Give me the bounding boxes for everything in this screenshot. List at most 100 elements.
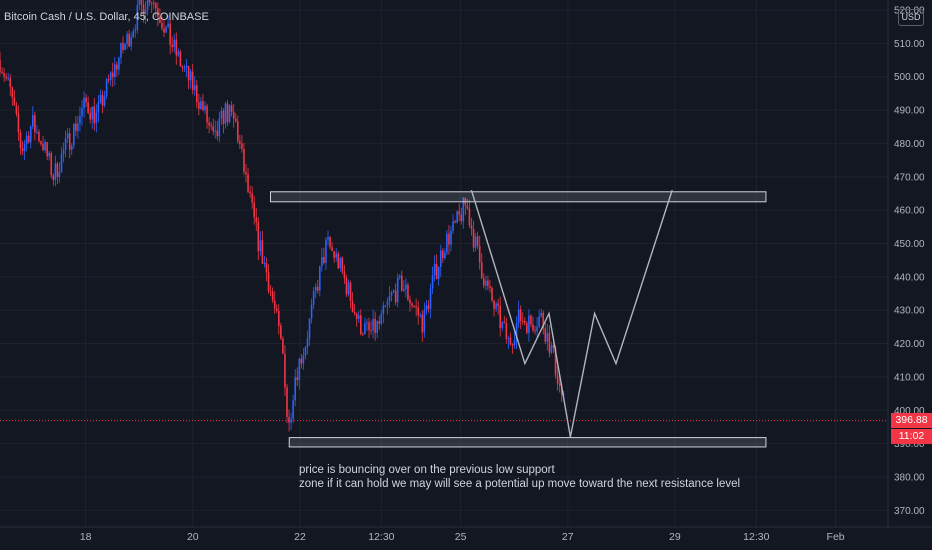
candle-body [401, 275, 403, 291]
candle-body [380, 313, 383, 324]
candle-body [294, 377, 296, 401]
candle-body [259, 240, 262, 252]
x-tick-label: 20 [187, 531, 199, 543]
candle-body [517, 309, 520, 324]
candle-body [558, 383, 561, 386]
candle-body [107, 79, 110, 81]
candle-body [114, 64, 116, 78]
candle-body [495, 303, 497, 309]
candle-body [245, 171, 247, 175]
candle-body [0, 60, 1, 72]
candle-body [81, 108, 83, 117]
candle-body [419, 314, 422, 316]
candle-body [214, 130, 217, 132]
candle-body [366, 322, 368, 324]
candle-body [32, 115, 34, 127]
candle-body [499, 305, 501, 329]
candle-body [66, 133, 69, 139]
y-tick-label: 470.00 [894, 172, 925, 183]
candle-body [218, 118, 221, 137]
candle-body [7, 78, 9, 80]
candle-body [302, 355, 305, 364]
candle-body [316, 286, 319, 291]
candle-body [300, 358, 303, 364]
price-axis: 370.00 380.00 390.00 400.00 410.00 420.00 430.… [887, 0, 932, 550]
candle-body [480, 262, 483, 279]
candle-body [68, 133, 71, 150]
candle-body [548, 333, 551, 353]
candle-body [478, 245, 481, 263]
y-tick-label: 380.00 [894, 472, 925, 483]
candle-body [513, 340, 516, 346]
candle-body [241, 143, 243, 149]
candle-body [226, 103, 229, 122]
candle-body [519, 309, 522, 321]
candle-body [9, 78, 12, 88]
y-tick-label: 520.00 [894, 6, 925, 17]
candle-body [292, 400, 294, 420]
candle-body [109, 72, 112, 81]
candle-body [325, 239, 327, 263]
candle-body [503, 322, 506, 324]
candle-body [450, 230, 452, 245]
candle-body [191, 71, 194, 91]
candle-body [349, 282, 352, 302]
candle-body [171, 44, 173, 48]
candle-body [538, 316, 540, 327]
candle-body [5, 76, 7, 79]
y-tick-label: 370.00 [894, 506, 925, 517]
candle-body [306, 338, 309, 348]
candle-body [91, 106, 94, 120]
candle-body [118, 57, 120, 70]
zone-rectangle [269, 191, 767, 203]
candle-body [267, 272, 270, 292]
candle-body [58, 171, 61, 178]
candle-body [220, 110, 223, 119]
candle-body [462, 197, 465, 222]
candle-body [251, 193, 253, 203]
candle-body [319, 266, 321, 291]
candle-body [167, 23, 169, 27]
currency-badge[interactable]: USD [898, 9, 924, 26]
candle-body [15, 105, 18, 114]
y-tick-label: 390.00 [894, 439, 925, 450]
zone-rectangles [269, 191, 767, 448]
candle-body [97, 102, 100, 113]
candle-body [487, 280, 489, 287]
candle-body [155, 3, 157, 9]
chart-annotation: price is bouncing over on the previous l… [299, 463, 740, 491]
candle-body [390, 291, 393, 296]
candle-body [345, 277, 348, 295]
candle-body [458, 211, 460, 215]
candle-body [556, 375, 559, 384]
candle-body [550, 345, 553, 353]
candle-body [347, 282, 350, 295]
candle-body [384, 305, 387, 307]
candle-body [552, 345, 555, 349]
candle-body [353, 312, 356, 314]
candle-body [536, 326, 538, 332]
candle-body [491, 288, 493, 301]
candle-body [3, 73, 5, 77]
candle-body [429, 288, 432, 309]
candle-body [343, 271, 346, 278]
candle-body [327, 236, 329, 240]
y-tick-label: 440.00 [894, 272, 925, 283]
candle-body [83, 97, 85, 109]
candle-body [116, 64, 118, 70]
candle-body [437, 266, 440, 279]
candle-body [234, 118, 237, 122]
candle-body [444, 252, 446, 259]
candle-body [530, 315, 532, 325]
candle-body [157, 8, 159, 17]
candle-body [296, 377, 299, 381]
x-tick-label: 22 [294, 531, 306, 543]
candle-body [146, 0, 149, 10]
candle-body [206, 105, 208, 123]
y-tick-label: 430.00 [894, 306, 925, 317]
candle-body [528, 315, 530, 333]
candle-body [507, 337, 510, 339]
candle-body [198, 102, 200, 110]
candle-body [505, 323, 508, 339]
